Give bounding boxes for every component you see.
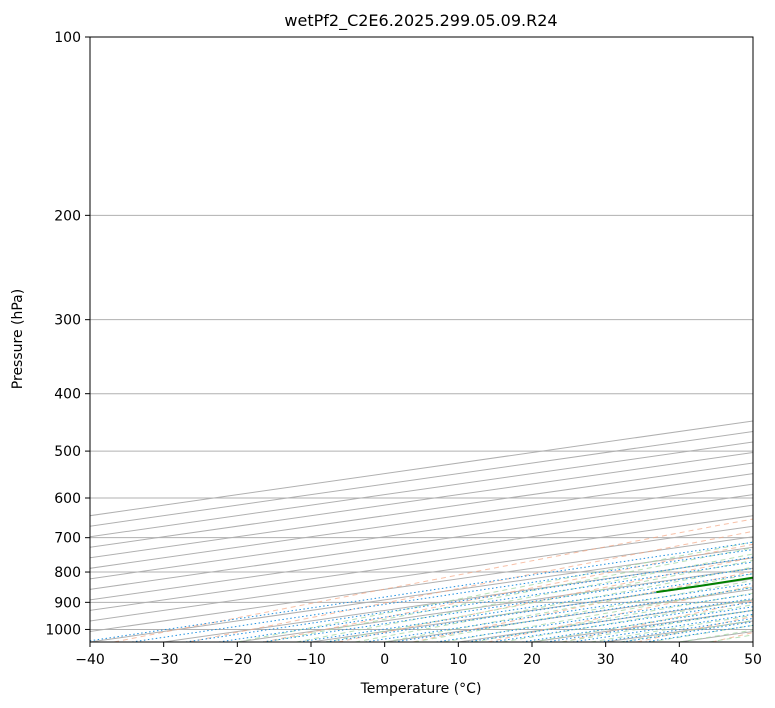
x-axis: −40 −30 −20 −10 0 10 20 30 40 50	[75, 642, 762, 668]
y-tick-label: 300	[54, 313, 81, 329]
x-tick-label: −30	[149, 652, 179, 668]
chart-title: wetPf2_C2E6.2025.299.05.09.R24	[284, 11, 557, 31]
dry-adiabat-line	[188, 530, 753, 642]
isotherm-line	[90, 515, 753, 611]
isotherm-line	[90, 452, 753, 548]
x-tick-label: −40	[75, 652, 105, 668]
mixing-ratio-line	[436, 593, 753, 642]
x-tick-label: 30	[597, 652, 615, 668]
isotherm-line	[90, 536, 753, 632]
y-tick-label: 800	[54, 565, 81, 581]
isotherm-line	[752, 641, 753, 642]
x-tick-label: 50	[744, 652, 762, 668]
x-axis-label: Temperature (°C)	[360, 681, 482, 697]
isotherm-line	[90, 473, 753, 569]
dry-adiabat-line	[114, 518, 753, 642]
y-tick-label: 600	[54, 491, 81, 507]
y-tick-label: 1000	[45, 622, 81, 638]
y-tick-label: 700	[54, 531, 81, 547]
isotherm-line	[90, 504, 753, 601]
y-axis-label: Pressure (hPa)	[10, 289, 26, 389]
isotherm-line	[90, 494, 753, 590]
x-tick-label: 20	[523, 652, 541, 668]
mixing-ratio-line	[394, 587, 753, 642]
mixing-ratio-line	[467, 598, 753, 642]
plot-background	[90, 37, 753, 642]
x-tick-label: 0	[380, 652, 389, 668]
isotherm-line	[90, 525, 753, 622]
isotherm-line	[90, 483, 753, 580]
x-tick-label: 40	[670, 652, 688, 668]
isotherm-line	[90, 462, 753, 559]
y-tick-label: 400	[54, 387, 81, 403]
mixing-ratio-line	[365, 582, 753, 642]
moist-adiabat-line	[237, 541, 753, 642]
x-tick-label: −20	[223, 652, 253, 668]
temperature-profile-line	[763, 37, 775, 592]
x-tick-label: 10	[449, 652, 467, 668]
moist-adiabat-line	[325, 559, 753, 642]
mixing-ratio-line	[185, 556, 753, 642]
background-lines	[90, 37, 753, 642]
y-tick-label: 900	[54, 595, 81, 611]
y-tick-label: 500	[54, 444, 81, 460]
y-tick-label: 100	[54, 30, 81, 46]
y-axis: 100 200 300 400 500 600 700 800 900 1000	[45, 30, 90, 638]
plot-frame	[89, 36, 754, 643]
y-tick-label: 200	[54, 208, 81, 224]
x-tick-label: −10	[296, 652, 326, 668]
